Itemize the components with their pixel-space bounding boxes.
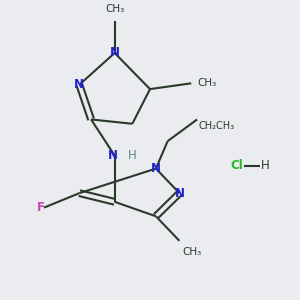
Text: N: N — [74, 78, 84, 91]
Text: CH₂CH₃: CH₂CH₃ — [199, 121, 235, 131]
Text: CH₃: CH₃ — [197, 78, 216, 88]
Text: H: H — [128, 149, 137, 162]
Text: N: N — [151, 162, 161, 175]
Text: F: F — [37, 201, 45, 214]
Text: CH₃: CH₃ — [182, 247, 202, 256]
Text: N: N — [174, 187, 184, 200]
Text: Cl: Cl — [230, 159, 243, 172]
Text: CH₃: CH₃ — [105, 4, 124, 14]
Text: H: H — [260, 159, 269, 172]
Text: N: N — [110, 46, 120, 59]
Text: N: N — [108, 149, 118, 162]
